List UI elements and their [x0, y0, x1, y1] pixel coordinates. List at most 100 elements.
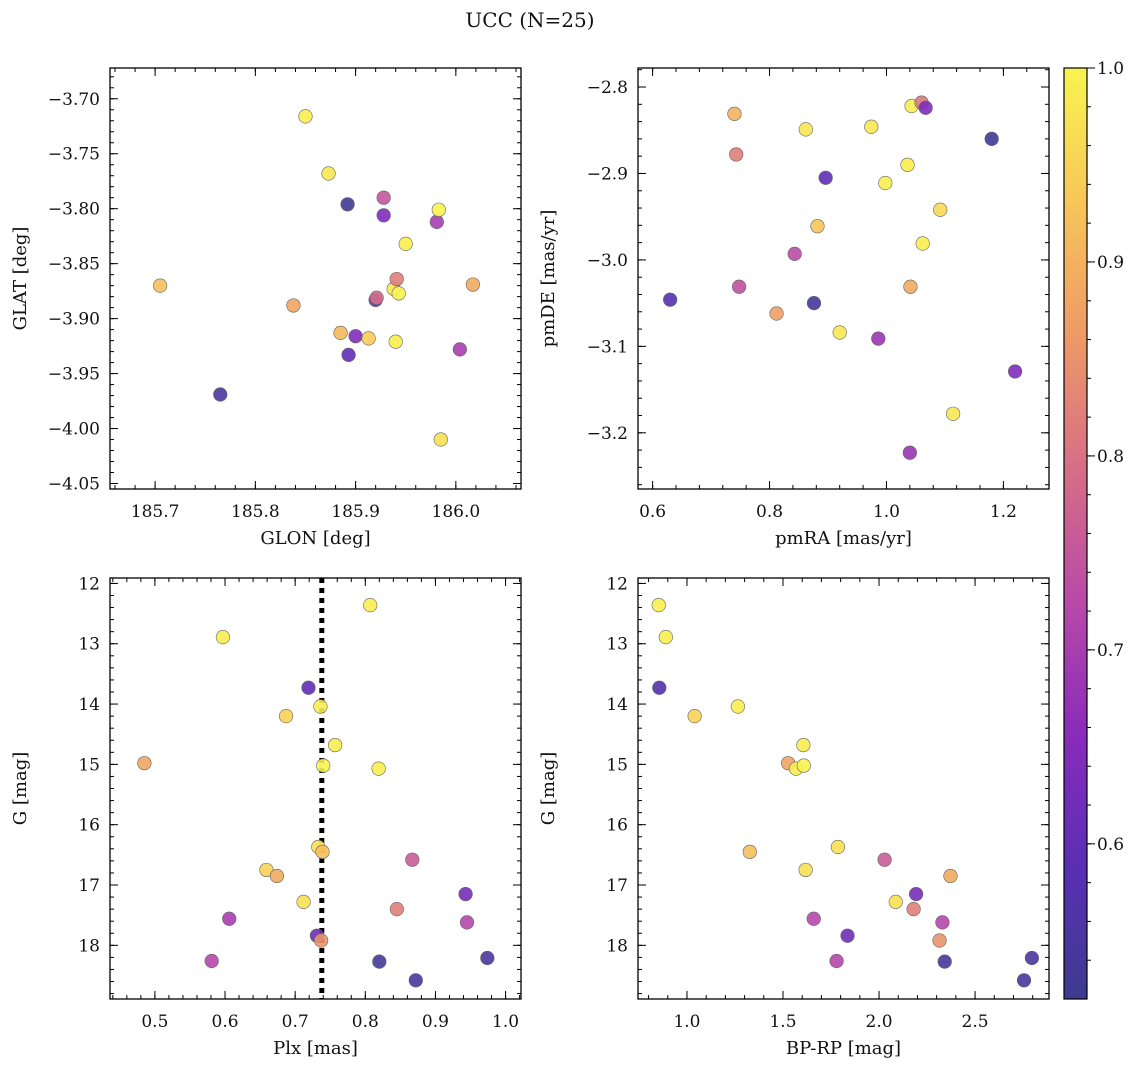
data-point — [829, 953, 844, 969]
data-point — [1007, 364, 1023, 379]
data-point — [943, 868, 958, 884]
data-point — [796, 758, 811, 773]
y-tick-label: −4.00 — [48, 420, 100, 440]
data-point — [480, 950, 495, 966]
data-point — [732, 279, 747, 294]
data-point — [663, 292, 678, 307]
data-point — [321, 166, 336, 181]
data-point — [296, 894, 311, 909]
data-point — [937, 954, 952, 969]
data-point — [465, 277, 480, 292]
colorbar-tick-label: 0.9 — [1097, 253, 1124, 273]
data-point — [1024, 950, 1040, 966]
data-point — [984, 131, 999, 146]
x-axis-label: Plx [mas] — [273, 1038, 358, 1059]
y-tick-label: −3.0 — [587, 251, 628, 271]
y-tick-label: 12 — [78, 574, 100, 594]
data-point — [810, 219, 825, 234]
data-point — [908, 886, 924, 902]
data-point — [658, 630, 673, 645]
y-tick-label: −3.85 — [48, 255, 100, 275]
data-point — [371, 761, 386, 776]
y-tick-label: 18 — [606, 936, 628, 956]
x-tick-label: 0.9 — [422, 1012, 449, 1032]
data-point — [935, 915, 950, 930]
y-tick-label: −3.1 — [587, 337, 628, 357]
data-point — [137, 756, 152, 771]
y-tick-label: −3.80 — [48, 200, 100, 220]
data-point — [340, 197, 355, 212]
data-point — [431, 202, 446, 217]
y-tick-label: 18 — [78, 936, 100, 956]
axes-frame — [637, 67, 1050, 490]
data-point — [932, 933, 947, 948]
axes-frame — [109, 577, 522, 1000]
x-tick-label: 0.5 — [141, 1012, 168, 1032]
figure-title: UCC (N=25) — [465, 8, 594, 32]
data-point — [787, 246, 802, 261]
data-point — [452, 342, 467, 357]
x-axis-label: BP-RP [mag] — [786, 1038, 901, 1059]
x-tick-label: 186.0 — [432, 502, 481, 522]
colorbar-gradient — [1063, 67, 1088, 1000]
panel-plx-g: 0.5 0.6 0.7 0.8 0.9 1.0 12 13 14 15 16 17 18 Plx [mas… — [10, 574, 522, 1059]
data-point — [888, 894, 903, 909]
data-point — [946, 406, 961, 421]
x-tick-label: 1.0 — [673, 1012, 700, 1032]
y-tick-label: 17 — [606, 876, 628, 896]
colorbar-tick-label: 0.8 — [1097, 447, 1124, 467]
data-point — [405, 852, 420, 867]
data-point — [918, 100, 933, 115]
data-point — [391, 286, 406, 301]
data-point — [915, 236, 930, 251]
colorbar-tick-label: 1.0 — [1097, 59, 1124, 79]
colorbar-tick-label: 0.7 — [1097, 641, 1124, 661]
data-point — [458, 886, 473, 902]
y-tick-label: −4.05 — [48, 475, 100, 495]
data-point — [818, 170, 833, 185]
y-axis-label: pmDE [mas/yr] — [538, 210, 559, 348]
data-point — [864, 119, 879, 134]
x-axis-label: pmRA [mas/yr] — [775, 528, 912, 549]
data-point — [806, 296, 822, 311]
data-point — [313, 699, 328, 714]
data-point — [376, 208, 391, 223]
data-point — [687, 709, 702, 724]
x-axis-label: GLON [deg] — [260, 528, 370, 549]
data-point — [429, 214, 444, 229]
data-point — [153, 278, 168, 293]
data-point — [389, 271, 404, 287]
colorbar-ticks: 0.6 0.7 0.8 0.9 1.0 — [1087, 59, 1124, 961]
x-tick-label: 0.8 — [756, 502, 783, 522]
x-tick-label: 2.5 — [962, 1012, 989, 1032]
y-tick-label: −2.9 — [587, 164, 628, 184]
data-point — [933, 202, 948, 217]
panel-cmd: 1.0 1.5 2.0 2.5 12 13 14 15 16 17 18 BP-RP [mag] G [… — [538, 574, 1050, 1059]
y-axis-label: GLAT [deg] — [10, 227, 31, 331]
y-axis-label: G [mag] — [10, 752, 31, 825]
data-point — [408, 973, 423, 988]
data-point — [903, 279, 918, 294]
y-tick-label: −3.95 — [48, 365, 100, 385]
x-tick-label: 1.0 — [492, 1012, 519, 1032]
x-tick-label: 185.9 — [331, 502, 380, 522]
axes-frame — [109, 67, 522, 490]
data-point — [215, 630, 231, 645]
data-point — [652, 680, 667, 695]
data-point — [372, 954, 387, 969]
data-point — [301, 680, 316, 695]
colorbar-tick-label: 0.6 — [1097, 835, 1124, 855]
data-point — [830, 839, 846, 855]
data-point — [798, 862, 813, 878]
data-point — [389, 902, 404, 917]
panel-glon-glat: 185.7 185.8 185.9 186.0 −3.70 −3.75 −3.80 −3.85… — [10, 67, 522, 549]
data-point — [902, 445, 917, 460]
data-point — [398, 236, 413, 251]
data-point — [878, 175, 893, 191]
data-point — [222, 911, 237, 926]
y-tick-label: −3.75 — [48, 145, 100, 165]
x-tick-label: 1.0 — [873, 502, 900, 522]
x-tick-label: 0.7 — [282, 1012, 309, 1032]
data-point — [433, 432, 448, 447]
